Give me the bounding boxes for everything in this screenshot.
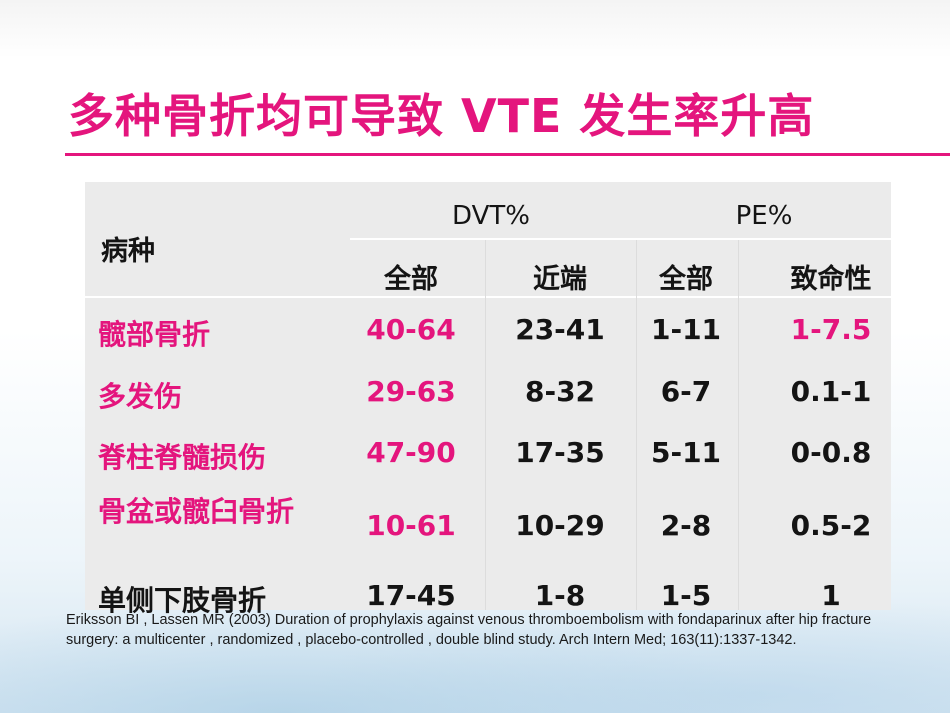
top-band [0,0,950,58]
dvt-group-header: DVT% [452,201,530,231]
table-cell: 23-41 [515,313,605,346]
table-cell: 10-61 [366,509,456,542]
table-cell: 1 [821,579,841,612]
pe-group-header: PE% [735,201,793,231]
table-cell: 2-8 [660,509,712,542]
row-label: 脊柱脊髓损伤 [98,441,267,474]
table-cell: 0-0.8 [790,436,872,469]
table-cell: 1-11 [650,313,722,346]
row-label: 多发伤 [98,380,183,413]
citation: Eriksson BI , Lassen MR (2003) Duration … [66,612,872,648]
table-cell: 1-8 [534,579,586,612]
table-cell: 1-5 [660,579,712,612]
title-underline [65,153,950,156]
table-cell: 1-7.5 [790,313,872,346]
header-bottom-rule [85,296,891,298]
subheader-dvt-all: 全部 [384,264,438,295]
incidence-table [85,182,891,610]
table-cell: 29-63 [366,375,456,408]
table-cell: 0.1-1 [790,375,872,408]
table-cell: 5-11 [650,436,722,469]
slide-title: 多种骨折均可导致 VTE 发生率升高 [68,89,815,143]
column-divider [738,240,739,610]
table-cell: 8-32 [524,375,596,408]
table-cell: 17-35 [515,436,605,469]
subheader-pe-all: 全部 [659,264,713,295]
subheader-dvt-proximal: 近端 [533,264,587,295]
table-cell: 6-7 [660,375,712,408]
table-cell: 47-90 [366,436,456,469]
column-divider [636,240,637,610]
table-cell: 40-64 [366,313,456,346]
row-label: 单侧下肢骨折 [98,584,267,617]
row-label: 骨盆或髋臼骨折 [98,495,295,528]
group-header-rule [350,238,891,240]
column-divider [485,240,486,610]
subheader-pe-fatal: 致命性 [790,264,872,295]
table-cell: 10-29 [515,509,605,542]
row-label: 髋部骨折 [98,318,211,351]
row-header-label: 病种 [101,236,155,267]
table-cell: 17-45 [366,579,456,612]
table-cell: 0.5-2 [790,509,872,542]
